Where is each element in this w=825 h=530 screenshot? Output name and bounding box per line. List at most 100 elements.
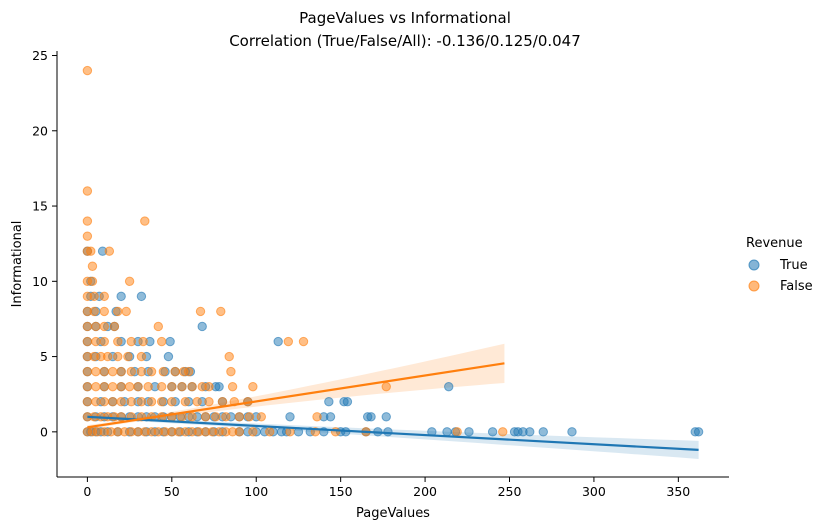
data-point-false <box>123 351 133 362</box>
data-point-true <box>538 427 548 437</box>
data-point-false <box>87 276 98 287</box>
data-point-false <box>227 381 238 392</box>
data-point-false <box>248 427 258 437</box>
data-point-false <box>224 351 234 362</box>
data-point-true <box>197 321 207 332</box>
data-point-false <box>195 306 206 317</box>
y-tick-label: 25 <box>32 48 48 63</box>
legend-title: Revenue <box>746 236 803 251</box>
data-point-false <box>177 381 187 392</box>
legend-label-true: True <box>779 258 808 273</box>
x-tick-label: 50 <box>164 484 180 499</box>
x-tick-label: 100 <box>244 484 268 499</box>
x-tick-label: 300 <box>582 484 606 499</box>
data-point-false <box>136 397 147 407</box>
data-point-false <box>108 366 118 377</box>
data-point-false <box>99 397 109 407</box>
x-tick-label: 350 <box>666 484 690 499</box>
data-point-false <box>265 427 275 437</box>
data-point-false <box>158 366 169 377</box>
data-point-false <box>99 381 109 392</box>
data-point-false <box>124 276 135 287</box>
data-point-false <box>91 381 101 392</box>
data-point-false <box>121 306 131 317</box>
x-tick-label: 0 <box>83 484 91 499</box>
data-point-false <box>192 397 202 407</box>
data-point-false <box>156 381 167 392</box>
data-point-true <box>487 427 498 437</box>
data-point-false <box>381 381 391 392</box>
data-point-false <box>91 366 101 377</box>
data-point-false <box>136 351 147 362</box>
data-point-false <box>82 321 93 332</box>
data-point-false <box>99 336 109 347</box>
data-point-true <box>567 427 577 437</box>
data-point-false <box>256 412 267 422</box>
data-point-true <box>381 412 391 422</box>
data-point-false <box>99 291 109 302</box>
data-point-false <box>113 351 123 362</box>
data-point-true <box>693 427 704 437</box>
data-point-false <box>99 306 109 317</box>
data-point-true <box>116 291 126 302</box>
y-tick-label: 5 <box>40 349 48 364</box>
data-point-true <box>214 381 224 392</box>
data-point-true <box>325 412 336 422</box>
data-point-false <box>104 246 115 256</box>
legend-marker-true <box>748 259 760 271</box>
data-point-false <box>89 291 99 302</box>
data-point-true <box>442 427 452 437</box>
data-point-true <box>273 336 283 347</box>
data-point-false <box>108 397 118 407</box>
data-point-false <box>153 321 164 332</box>
data-point-false <box>146 397 157 407</box>
regression-line-true <box>87 415 699 452</box>
data-point-false <box>312 412 322 422</box>
data-point-false <box>180 397 191 407</box>
data-point-false <box>217 397 228 407</box>
data-point-true <box>342 397 353 407</box>
data-point-false <box>82 336 93 347</box>
data-point-false <box>187 412 197 422</box>
data-point-false <box>102 351 113 362</box>
axes: 0 50 100 150 200 250 300 350 0 5 10 15 20 25 <box>32 48 729 499</box>
data-point-false <box>113 336 123 347</box>
data-point-true <box>324 397 334 407</box>
data-point-false <box>204 397 214 407</box>
legend-label-false: False <box>780 279 813 294</box>
y-tick-label: 15 <box>32 199 48 214</box>
data-point-false <box>126 397 136 407</box>
data-point-false <box>146 366 157 377</box>
data-point-false <box>234 427 245 437</box>
data-point-false <box>167 381 177 392</box>
data-point-true <box>464 427 474 437</box>
data-point-false <box>138 336 148 347</box>
data-point-false <box>99 366 109 377</box>
data-point-false <box>86 246 96 256</box>
data-point-true <box>136 291 147 302</box>
data-point-false <box>126 336 136 347</box>
x-tick-label: 200 <box>413 484 437 499</box>
data-point-false <box>124 381 135 392</box>
data-point-false <box>452 427 462 437</box>
data-point-false <box>298 336 309 347</box>
data-point-false <box>87 261 98 271</box>
data-point-false <box>82 397 93 407</box>
regression-line-false <box>87 362 505 429</box>
x-tick-label: 150 <box>329 484 353 499</box>
data-point-true <box>285 412 295 422</box>
data-point-false <box>283 336 294 347</box>
data-point-false <box>109 321 120 332</box>
data-point-false <box>136 366 147 377</box>
data-point-false <box>143 381 153 392</box>
data-point-false <box>221 412 231 422</box>
data-point-false <box>170 366 180 377</box>
data-point-false <box>91 321 101 332</box>
legend-marker-false <box>748 280 760 292</box>
data-point-true <box>366 412 376 422</box>
data-point-false <box>113 306 123 317</box>
chart-title-line1: PageValues vs Informational <box>299 9 511 27</box>
data-point-false <box>167 397 177 407</box>
y-tick-label: 20 <box>32 123 48 138</box>
